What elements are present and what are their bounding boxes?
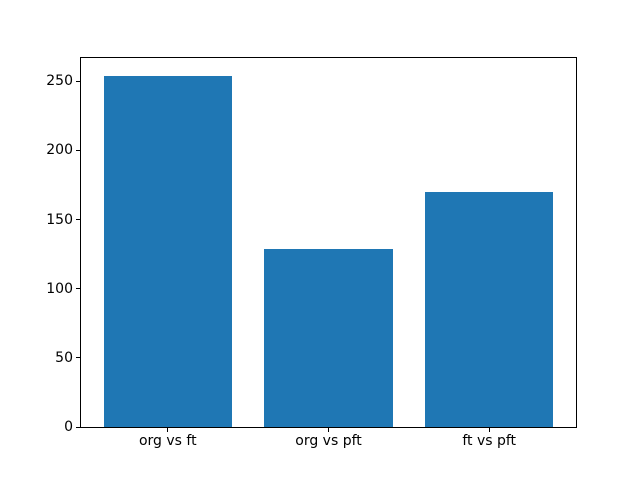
y-tick-label: 200: [46, 142, 73, 159]
x-tick-label: org vs ft: [138, 433, 197, 449]
y-tick-mark: [76, 288, 80, 290]
y-tick-label: 150: [46, 211, 73, 228]
x-tick-mark: [328, 428, 329, 432]
x-tick-mark: [167, 428, 169, 432]
y-tick-label: 100: [46, 280, 73, 297]
y-tick-mark: [76, 80, 80, 82]
bar-org-vs-pft: [264, 248, 393, 427]
y-tick-mark: [76, 426, 80, 428]
y-tick-mark: [76, 357, 80, 359]
y-tick-label: 50: [55, 349, 73, 366]
x-tick-label: org vs pft: [295, 433, 362, 449]
x-tick-mark: [488, 428, 490, 432]
y-tick-mark: [76, 219, 80, 220]
x-tick-label: ft vs pft: [462, 433, 517, 449]
y-tick-label: 250: [46, 73, 73, 90]
bar-org-vs-ft: [103, 75, 233, 427]
plot-area: org vs ft org vs pft ft vs pft 0 50 100 150 200…: [46, 57, 577, 448]
bar-ft-vs-pft: [424, 191, 554, 427]
y-tick-mark: [76, 149, 80, 151]
y-tick-label: 0: [64, 419, 73, 435]
